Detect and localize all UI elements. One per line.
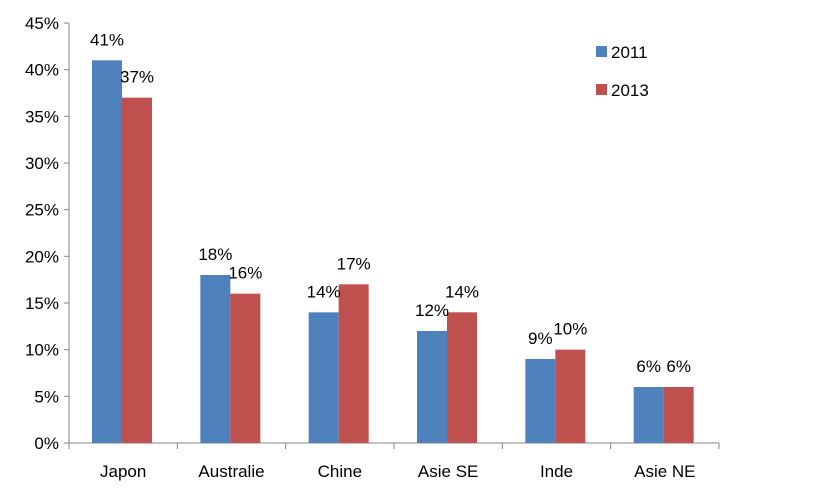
bar-2013-inde — [555, 349, 586, 443]
data-label: 41% — [90, 30, 124, 49]
y-axis: 0% 5% 10% 15% 20% 25% 30% 35% 40% 45% — [25, 14, 70, 453]
bar-2013-asie-se — [447, 312, 477, 443]
data-label: 37% — [120, 68, 154, 87]
bars — [92, 60, 694, 444]
x-tick-label: Asie SE — [418, 462, 478, 481]
bar-2013-chine — [338, 284, 369, 443]
data-label: 6% — [666, 357, 691, 376]
bar-2013-japon — [122, 97, 152, 444]
data-label: 18% — [198, 245, 232, 264]
data-label: 10% — [553, 320, 587, 339]
bar-2011-chine — [308, 312, 339, 443]
data-label: 6% — [636, 357, 661, 376]
x-tick-label: Australie — [198, 462, 264, 481]
bar-2013-asie-ne — [663, 387, 694, 443]
x-axis: Japon Australie Chine Asie SE Inde Asie NE — [68, 442, 720, 481]
data-label: 14% — [445, 282, 479, 301]
legend: 2011 2013 — [596, 43, 649, 100]
y-tick-label: 45% — [25, 14, 59, 33]
y-tick-label: 15% — [25, 294, 59, 313]
legend-swatch — [596, 46, 607, 57]
data-label: 12% — [415, 301, 449, 320]
bar-2011-japon — [92, 60, 122, 443]
bar-2011-inde — [525, 359, 556, 443]
legend-swatch — [596, 84, 607, 95]
legend-label: 2011 — [611, 43, 648, 62]
x-tick-label: Asie NE — [634, 462, 695, 481]
data-label: 9% — [528, 329, 553, 348]
y-tick-label: 20% — [25, 247, 59, 266]
x-tick-label: Inde — [540, 462, 573, 481]
y-tick-label: 0% — [34, 434, 59, 453]
y-tick-label: 5% — [34, 387, 59, 406]
bar-2013-australie — [230, 293, 261, 443]
data-label: 14% — [307, 282, 341, 301]
bar-2011-asie-ne — [633, 387, 664, 443]
data-label: 16% — [228, 264, 262, 283]
y-tick-label: 35% — [25, 107, 59, 126]
x-tick-label: Japon — [100, 462, 146, 481]
legend-label: 2013 — [611, 81, 649, 100]
y-tick-label: 30% — [25, 154, 59, 173]
y-tick-label: 10% — [25, 341, 59, 360]
y-tick-label: 25% — [25, 201, 59, 220]
bar-2011-australie — [200, 275, 231, 443]
data-label: 17% — [337, 254, 371, 273]
bar-2011-asie-se — [417, 331, 447, 443]
data-labels: 41%18%14%12%9%6%37%16% 17%14%10%6% — [90, 30, 691, 376]
x-tick-label: Chine — [318, 462, 362, 481]
y-tick-label: 40% — [25, 61, 59, 80]
